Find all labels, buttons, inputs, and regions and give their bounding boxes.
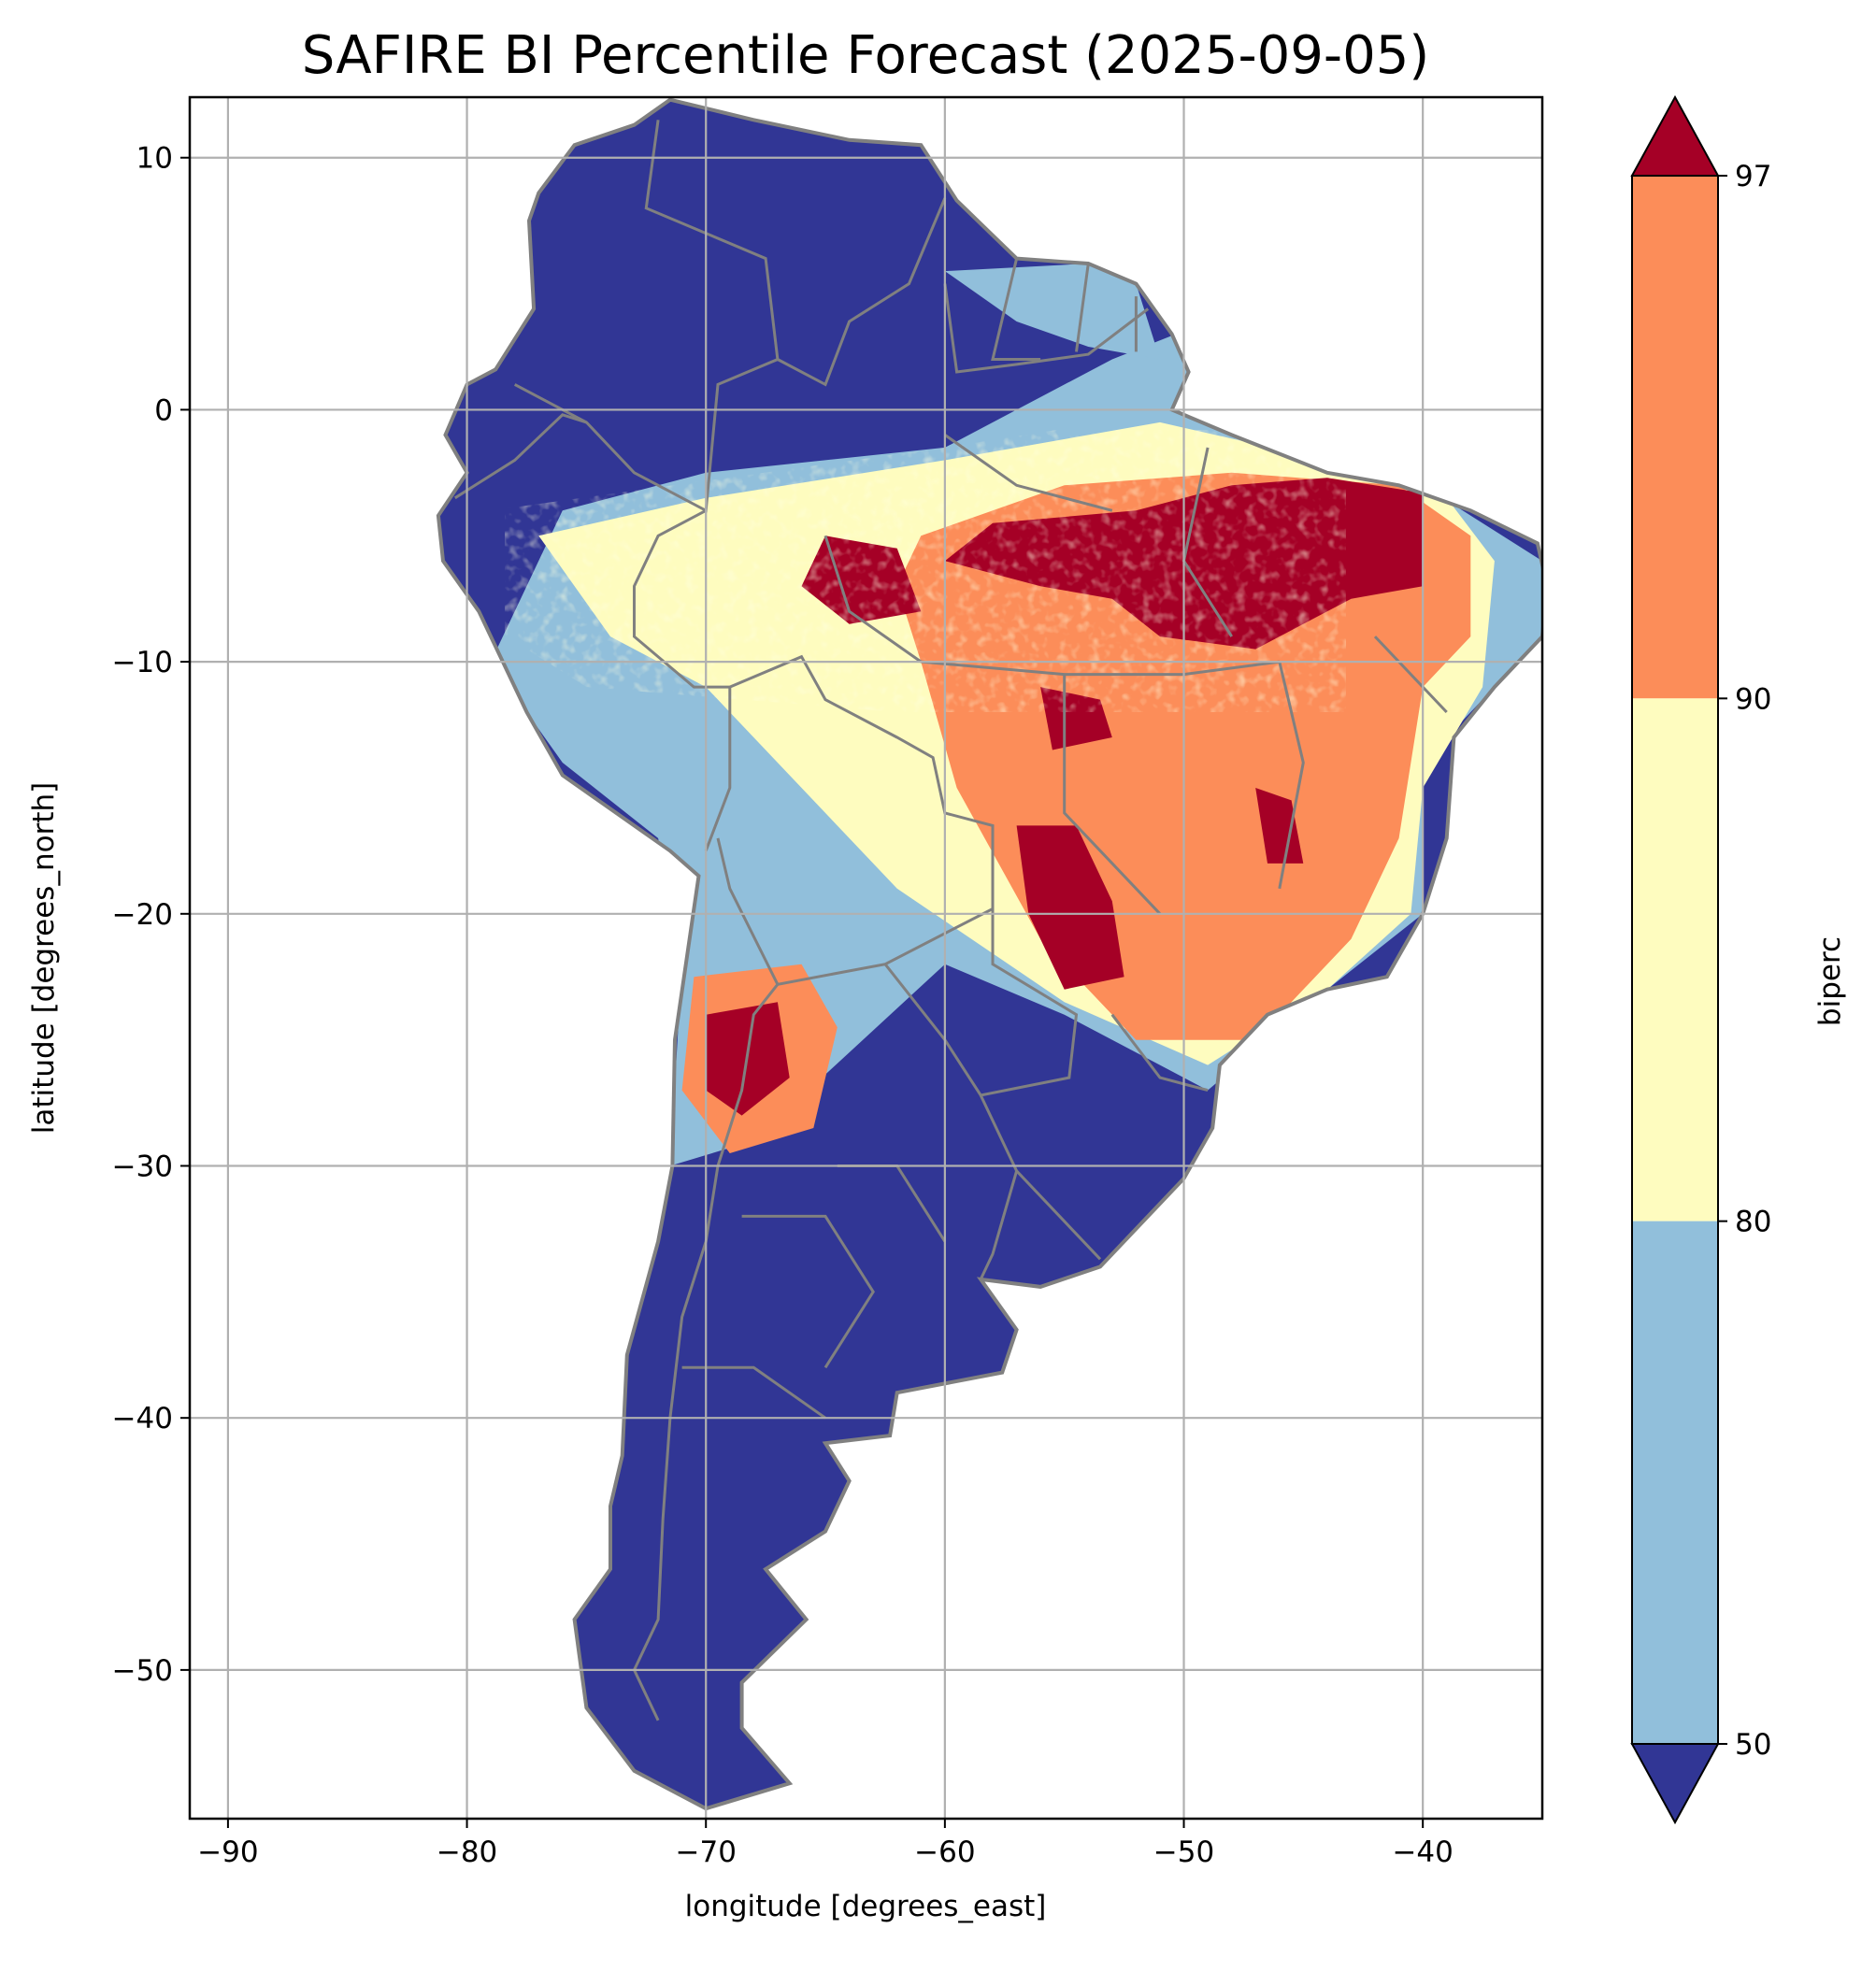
border-line (823, 535, 923, 664)
border-line (453, 413, 587, 500)
x-tick-label: −70 (676, 1835, 737, 1869)
border-line (1278, 661, 1305, 890)
colorbar: 50 80 90 97 (1630, 94, 1771, 1825)
y-ticks: 10 0 −10 −20 −30 −40 −50 (112, 142, 190, 1688)
field-red-east (1255, 788, 1304, 864)
coastline (436, 97, 1542, 1811)
border-line (777, 197, 947, 387)
border-line (632, 983, 780, 1721)
y-tick-label: −30 (112, 1150, 173, 1183)
plot-area: −90 −80 −70 −60 −50 −40 10 0 −10 −20 −30 −40 −50 (112, 95, 1544, 1869)
border-line (513, 120, 780, 513)
border-line (1063, 674, 1162, 915)
gridlines (190, 97, 1542, 1819)
y-tick-label: 10 (136, 142, 173, 176)
colorbar-tick-label: 97 (1735, 160, 1771, 193)
field-lightblue-guiana (944, 264, 1160, 360)
colorbar-tick-label: 80 (1735, 1206, 1771, 1239)
border-line (1373, 636, 1448, 714)
border-line (979, 1170, 1019, 1280)
border-line (921, 660, 1280, 677)
border-line (991, 258, 1041, 361)
y-tick-label: −10 (112, 646, 173, 679)
colorbar-tick-label: 50 (1735, 1728, 1771, 1762)
colorbar-frame (1631, 175, 1719, 1745)
border-line (1110, 1013, 1209, 1093)
y-tick-label: 0 (154, 393, 173, 427)
plot-frame (188, 95, 1544, 1821)
country-borders (453, 120, 1448, 1721)
border-line (741, 1214, 875, 1369)
field-red-central-1 (1016, 825, 1124, 990)
colorbar-bin (1632, 176, 1718, 699)
x-tick-label: −40 (1392, 1835, 1453, 1869)
x-tick-label: −90 (197, 1835, 258, 1869)
border-line (1075, 263, 1090, 352)
y-tick-label: −20 (112, 898, 173, 932)
colorbar-extend-min (1630, 1743, 1720, 1825)
border-line (716, 654, 995, 986)
x-tick-label: −50 (1153, 1835, 1214, 1869)
border-line (944, 434, 1113, 512)
colorbar-extend-max (1630, 94, 1720, 177)
border-line (943, 283, 1150, 374)
colorbar-bin (1632, 1221, 1718, 1744)
x-ticks: −90 −80 −70 −60 −50 −40 (197, 1819, 1454, 1869)
y-tick-label: −50 (112, 1654, 173, 1688)
chart-title: SAFIRE BI Percentile Forecast (2025-09-0… (302, 25, 1429, 86)
colorbar-tick-label: 90 (1735, 682, 1771, 716)
x-tick-label: −80 (437, 1835, 497, 1869)
y-tick-label: −40 (112, 1402, 173, 1435)
x-tick-label: −60 (914, 1835, 975, 1869)
colorbar-bin (1632, 698, 1718, 1221)
y-axis-label: latitude [degrees_north] (27, 782, 61, 1134)
x-axis-label: longitude [degrees_east] (685, 1890, 1047, 1923)
colorbar-label: biperc (1813, 936, 1847, 1026)
